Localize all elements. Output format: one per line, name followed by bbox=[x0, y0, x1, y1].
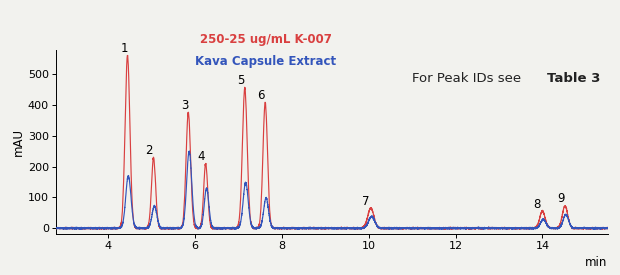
Text: Table 3: Table 3 bbox=[547, 72, 600, 85]
Text: min: min bbox=[585, 256, 608, 269]
Text: 1: 1 bbox=[121, 42, 128, 55]
Text: 6: 6 bbox=[257, 89, 265, 102]
Y-axis label: mAU: mAU bbox=[12, 128, 25, 156]
Text: 9: 9 bbox=[557, 192, 564, 205]
Text: For Peak IDs see: For Peak IDs see bbox=[412, 72, 525, 85]
Text: 7: 7 bbox=[362, 194, 370, 208]
Text: 2: 2 bbox=[146, 144, 153, 157]
Text: 8: 8 bbox=[534, 198, 541, 211]
Text: 250-25 ug/mL K-007: 250-25 ug/mL K-007 bbox=[200, 33, 332, 46]
Text: 5: 5 bbox=[237, 75, 244, 87]
Text: Kava Capsule Extract: Kava Capsule Extract bbox=[195, 55, 336, 68]
Text: 3: 3 bbox=[180, 99, 188, 112]
Text: 4: 4 bbox=[198, 150, 205, 163]
